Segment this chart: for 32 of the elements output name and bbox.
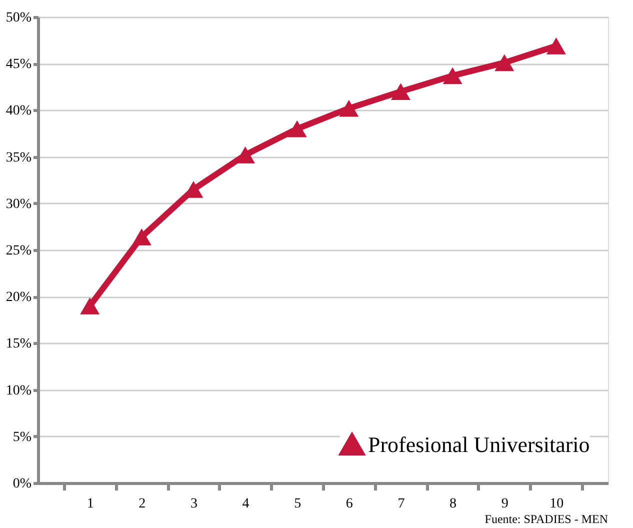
y-tick-label: 25% — [6, 244, 32, 258]
y-tick-label: 10% — [6, 383, 32, 398]
point — [132, 228, 152, 246]
x-tick-label: 1 — [86, 496, 94, 512]
x-tick-label: 8 — [450, 496, 457, 512]
y-tick-label: 20% — [6, 290, 32, 306]
x-tick-label: 6 — [346, 496, 353, 512]
y-tick-label: 35% — [6, 150, 32, 166]
x-tick-label: 7 — [398, 496, 405, 512]
y-tick-label: 5% — [12, 430, 32, 445]
y-tick-label: 15% — [6, 336, 32, 352]
point — [287, 120, 307, 138]
point — [494, 54, 514, 72]
point — [390, 83, 410, 100]
y-tick-label: 0% — [12, 476, 32, 492]
x-tick-label: 3 — [190, 496, 198, 512]
x-tick-label: 9 — [501, 496, 508, 512]
x-tick-label: 2 — [138, 496, 146, 512]
y-tick-label: 40% — [6, 104, 32, 119]
point — [236, 146, 256, 164]
y-tick-label: 50% — [6, 10, 32, 26]
source-note: Fuente: SPADIES - MEN — [484, 512, 608, 526]
point — [80, 297, 100, 314]
y-tick-label: 30% — [6, 196, 32, 212]
point — [442, 67, 462, 84]
point — [339, 100, 359, 117]
legend-label: Profesional Universitario — [368, 432, 590, 457]
point — [546, 37, 566, 54]
y-tick-label: 45% — [6, 57, 32, 72]
x-tick-label: 4 — [242, 496, 250, 512]
x-tick-label: 10 — [550, 496, 564, 512]
x-tick-label: 5 — [294, 496, 302, 512]
